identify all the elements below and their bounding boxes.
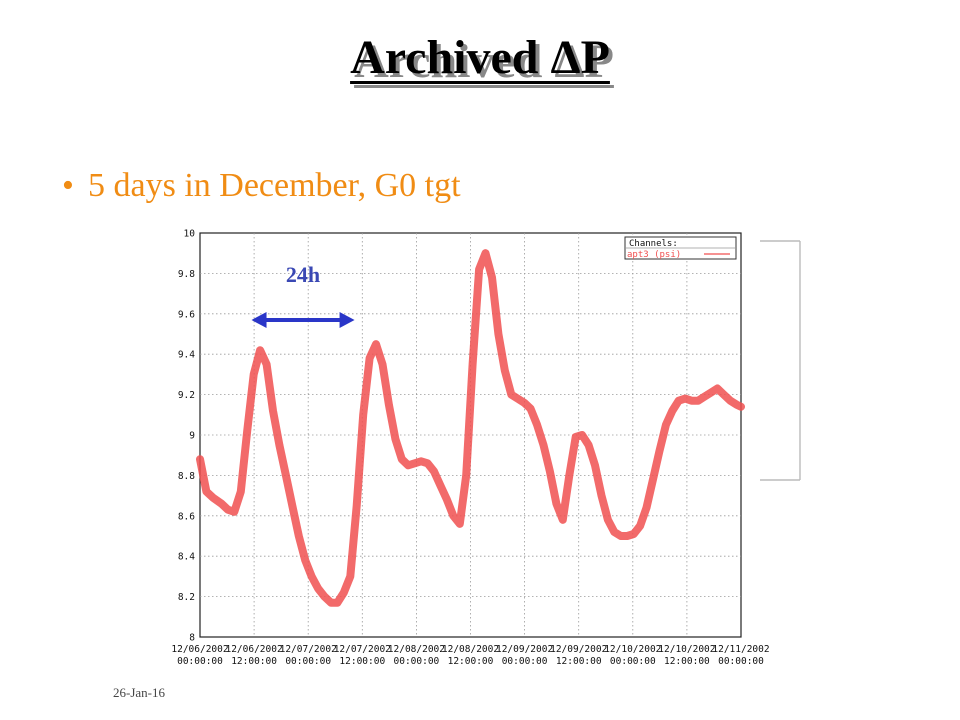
x-tick-time: 12:00:00 [339,656,385,667]
x-tick-date: 12/07/2002 [334,644,391,655]
y-tick-label: 9.2 [178,390,195,401]
y-tick-label: 10 [184,229,196,240]
y-tick-label: 8.4 [178,552,195,563]
x-tick-date: 12/10/2002 [604,644,661,655]
y-tick-label: 9.4 [178,350,195,361]
x-tick-date: 12/11/2002 [712,644,769,655]
x-tick-time: 12:00:00 [664,656,710,667]
footer-date: 26-Jan-16 [113,685,165,700]
x-tick-date: 12/08/2002 [442,644,499,655]
period-annotation: 24h [251,262,355,328]
y-axis: 8 8.2 8.4 8.6 8.8 9 9.2 9.4 9.6 9.8 10 [178,229,195,644]
cropped-bracket [760,240,801,481]
x-tick-date: 12/08/2002 [388,644,445,655]
x-tick-time: 12:00:00 [231,656,277,667]
x-tick-date: 12/10/2002 [658,644,715,655]
x-tick-time: 00:00:00 [610,656,656,667]
x-tick-date: 12/06/2002 [171,644,228,655]
y-tick-label: 8.2 [178,592,195,603]
bullet-icon: • [62,167,74,204]
y-tick-label: 8 [189,633,195,644]
period-arrow-left-head [251,312,267,328]
period-label: 24h [286,262,320,287]
bullet-item: • 5 days in December, G0 tgt [62,167,461,205]
chart-legend: Channels: apt3 (psi) [624,236,737,260]
x-tick-date: 12/06/2002 [225,644,282,655]
x-tick-time: 00:00:00 [502,656,548,667]
legend-entry-label: apt3 (psi) [627,250,681,260]
y-tick-label: 9 [189,431,195,442]
x-tick-time: 00:00:00 [285,656,331,667]
series-layer [196,249,745,607]
x-tick-date: 12/09/2002 [496,644,553,655]
x-tick-time: 00:00:00 [394,656,440,667]
legend-title: Channels: [629,239,678,249]
x-tick-time: 12:00:00 [556,656,602,667]
period-arrow-right-head [339,312,355,328]
series-line-apt3 [196,249,745,607]
y-tick-label: 9.8 [178,269,195,280]
bullet-text: 5 days in December, G0 tgt [88,167,461,204]
y-tick-label: 9.6 [178,309,195,320]
x-tick-date: 12/07/2002 [280,644,337,655]
x-tick-date: 12/09/2002 [550,644,607,655]
y-tick-label: 8.8 [178,471,195,482]
x-tick-time: 00:00:00 [718,656,764,667]
slide-title: Archived ΔP [350,31,610,84]
x-tick-time: 00:00:00 [177,656,223,667]
x-tick-time: 12:00:00 [448,656,494,667]
y-tick-label: 8.6 [178,511,195,522]
x-axis: 12/06/200200:00:0012/06/200212:00:0012/0… [171,644,769,667]
